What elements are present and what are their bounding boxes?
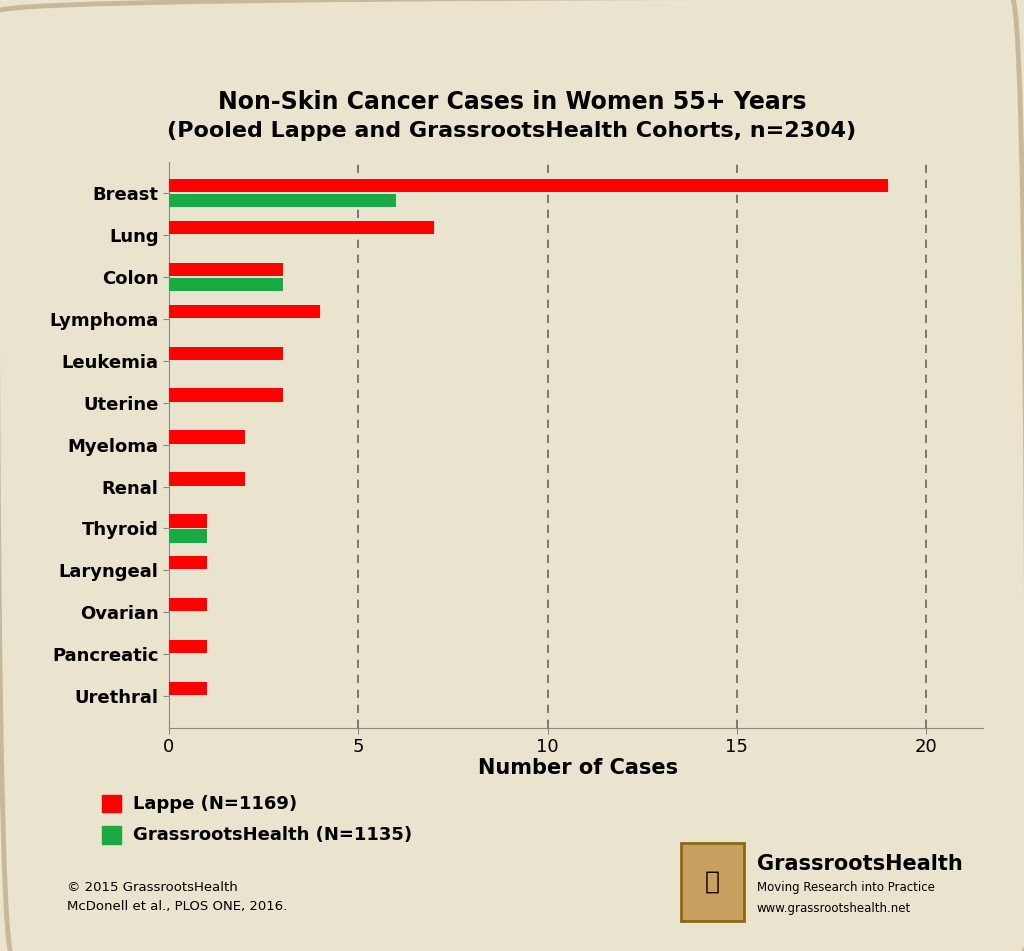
Text: 🏛: 🏛 <box>706 869 720 894</box>
Bar <box>169 682 207 695</box>
Bar <box>169 262 283 276</box>
Text: (Pooled Lappe and GrassrootsHealth Cohorts, n=2304): (Pooled Lappe and GrassrootsHealth Cohor… <box>168 121 856 142</box>
Bar <box>169 514 207 528</box>
Bar <box>169 304 321 318</box>
Bar <box>169 346 283 359</box>
Text: Number of Cases: Number of Cases <box>478 758 679 779</box>
Bar <box>169 556 207 570</box>
Bar <box>169 431 245 444</box>
Text: © 2015 GrassrootsHealth
McDonell et al., PLOS ONE, 2016.: © 2015 GrassrootsHealth McDonell et al.,… <box>67 881 287 913</box>
Bar <box>169 278 283 291</box>
Bar <box>169 179 889 192</box>
Bar <box>169 221 434 234</box>
Bar <box>169 473 245 486</box>
Text: Lappe (N=1169): Lappe (N=1169) <box>133 795 297 812</box>
Text: www.grassrootshealth.net: www.grassrootshealth.net <box>757 902 911 916</box>
Text: Non-Skin Cancer Cases in Women 55+ Years: Non-Skin Cancer Cases in Women 55+ Years <box>218 89 806 114</box>
Bar <box>169 194 396 207</box>
Bar <box>169 640 207 653</box>
Text: Moving Research into Practice: Moving Research into Practice <box>757 882 935 894</box>
Bar <box>169 598 207 611</box>
Bar <box>169 530 207 543</box>
Text: GrassrootsHealth: GrassrootsHealth <box>757 854 963 874</box>
Bar <box>169 388 283 402</box>
Text: GrassrootsHealth (N=1135): GrassrootsHealth (N=1135) <box>133 826 413 844</box>
